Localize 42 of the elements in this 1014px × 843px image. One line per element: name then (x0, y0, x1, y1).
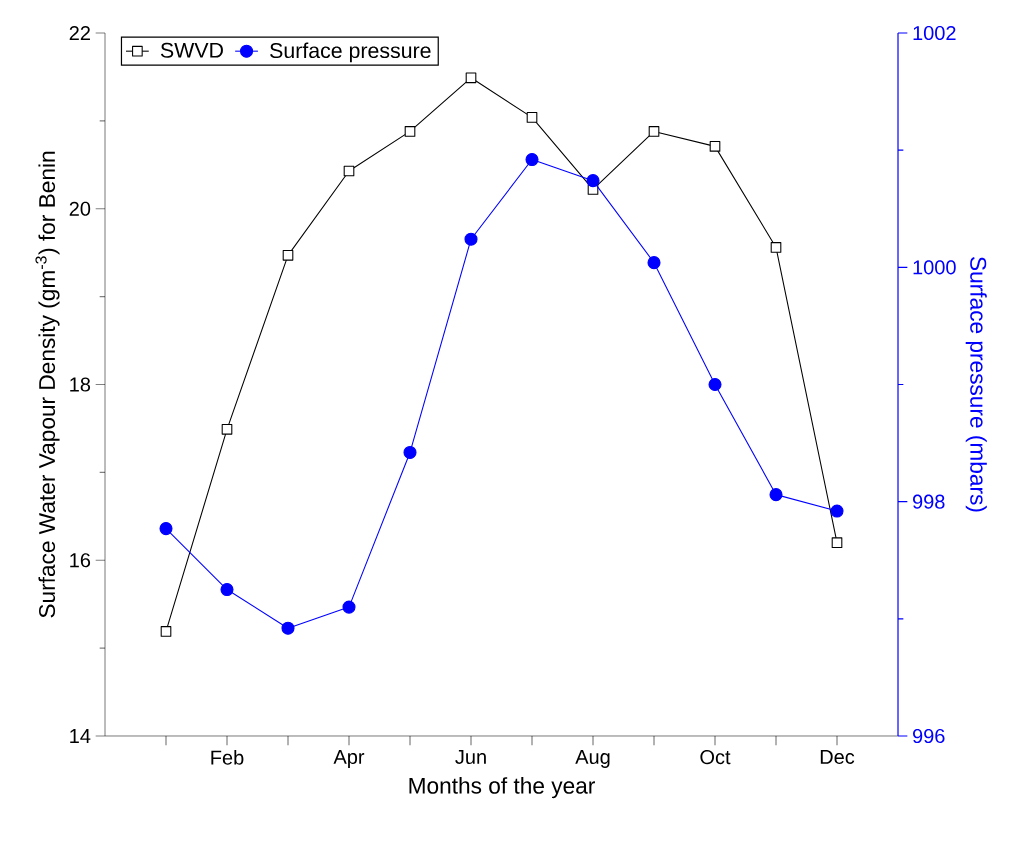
y-tick-label: 14 (70, 729, 91, 743)
x-tick-label: Aug (575, 750, 610, 768)
point (464, 232, 478, 246)
y-tick-label: 20 (69, 201, 91, 216)
y-tick-label: 18 (70, 377, 91, 392)
x-tick-label: Jun (455, 750, 486, 764)
x-tick-label: Feb (211, 750, 244, 765)
y2-axis-title: Surface pressure (mbars) (965, 257, 987, 512)
point (708, 377, 722, 392)
legend-label: SWVD (160, 42, 223, 58)
point (282, 249, 294, 261)
y-axis-title: Surface Water Vapour Density (gm$^{-3}$) for Benin (35, 151, 60, 618)
point (465, 72, 477, 84)
point (526, 112, 538, 123)
x-axis-title: Months of the year (409, 777, 595, 799)
point (342, 600, 356, 614)
point (648, 126, 660, 137)
x-tick-label: Oct (700, 750, 731, 765)
y2-tick-label: 1002 (913, 25, 956, 41)
legend-label: Surface pressure (270, 42, 431, 63)
point (220, 583, 234, 597)
x-tick-label: Dec (820, 750, 855, 764)
point (647, 256, 661, 270)
point (404, 126, 416, 137)
y-tick-label: 16 (70, 553, 91, 568)
point (159, 522, 173, 536)
point (831, 537, 843, 549)
point (769, 488, 783, 502)
point (709, 141, 721, 152)
point (221, 423, 233, 435)
point (830, 504, 844, 518)
x-tick-label: Apr (333, 750, 365, 768)
y-tick-label: 22 (69, 26, 90, 40)
point (281, 621, 295, 635)
point (770, 242, 782, 253)
y2-tick-label: 998 (912, 494, 945, 509)
point (160, 626, 172, 637)
point (403, 445, 417, 459)
point (586, 174, 600, 188)
y2-tick-label: 1000 (913, 260, 956, 275)
point (525, 153, 539, 167)
y2-tick-label: 996 (912, 728, 945, 744)
